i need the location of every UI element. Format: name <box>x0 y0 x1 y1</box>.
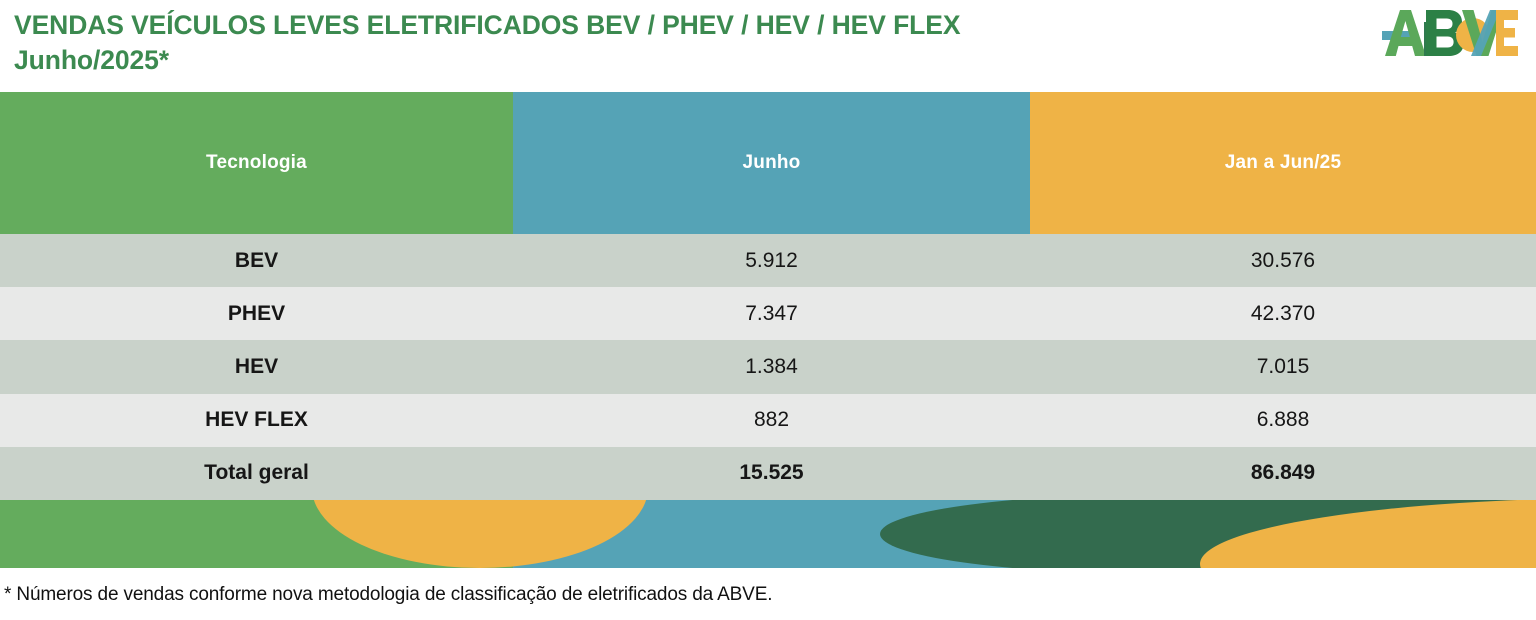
cell-tecnologia-total: Total geral <box>204 461 309 485</box>
cell-junho-total: 15.525 <box>739 461 804 485</box>
cell-jan-a-jun: 30.576 <box>1250 248 1316 272</box>
column-header-jan-a-jun: Jan a Jun/25 <box>1030 92 1536 234</box>
column-header-junho-label: Junho <box>742 152 801 173</box>
cell-tecnologia: PHEV <box>227 301 286 325</box>
table-row: PHEV 7.347 42.370 <box>0 287 1536 341</box>
table-row: HEV 1.384 7.015 <box>0 340 1536 394</box>
table-row-total: Total geral 15.525 86.849 <box>0 446 1536 500</box>
column-header-jan-a-jun-label: Jan a Jun/25 <box>1224 152 1342 173</box>
cell-junho: 1.384 <box>745 354 798 378</box>
page-title: VENDAS VEÍCULOS LEVES ELETRIFICADOS BEV … <box>14 10 961 75</box>
column-header-tecnologia: Tecnologia <box>0 92 513 234</box>
cell-tecnologia: HEV FLEX <box>205 408 308 432</box>
abve-logo <box>1378 8 1520 60</box>
table-row: HEV FLEX 882 6.888 <box>0 393 1536 447</box>
decorative-footer-band <box>0 500 1536 568</box>
cell-jan-a-jun-total: 86.849 <box>1250 461 1316 485</box>
cell-jan-a-jun: 6.888 <box>1256 408 1310 432</box>
cell-tecnologia: HEV <box>234 354 279 378</box>
column-header-tecnologia-label: Tecnologia <box>206 152 307 173</box>
cell-tecnologia: BEV <box>234 248 279 272</box>
table-header-row: Tecnologia Junho Jan a Jun/25 <box>0 92 1536 234</box>
cell-junho: 7.347 <box>745 301 798 325</box>
cell-jan-a-jun: 7.015 <box>1256 354 1310 378</box>
abve-logo-icon <box>1382 10 1518 56</box>
cell-junho: 5.912 <box>745 248 798 272</box>
sales-table: Tecnologia Junho Jan a Jun/25 BEV 5.912 … <box>0 92 1536 500</box>
decorative-shapes-icon <box>0 500 1536 568</box>
column-header-junho: Junho <box>513 92 1030 234</box>
title-bar: VENDAS VEÍCULOS LEVES ELETRIFICADOS BEV … <box>0 0 1536 92</box>
cell-jan-a-jun: 42.370 <box>1250 301 1316 325</box>
table-row: BEV 5.912 30.576 <box>0 234 1536 288</box>
footnote: * Números de vendas conforme nova metodo… <box>4 584 773 605</box>
cell-junho: 882 <box>753 408 790 432</box>
